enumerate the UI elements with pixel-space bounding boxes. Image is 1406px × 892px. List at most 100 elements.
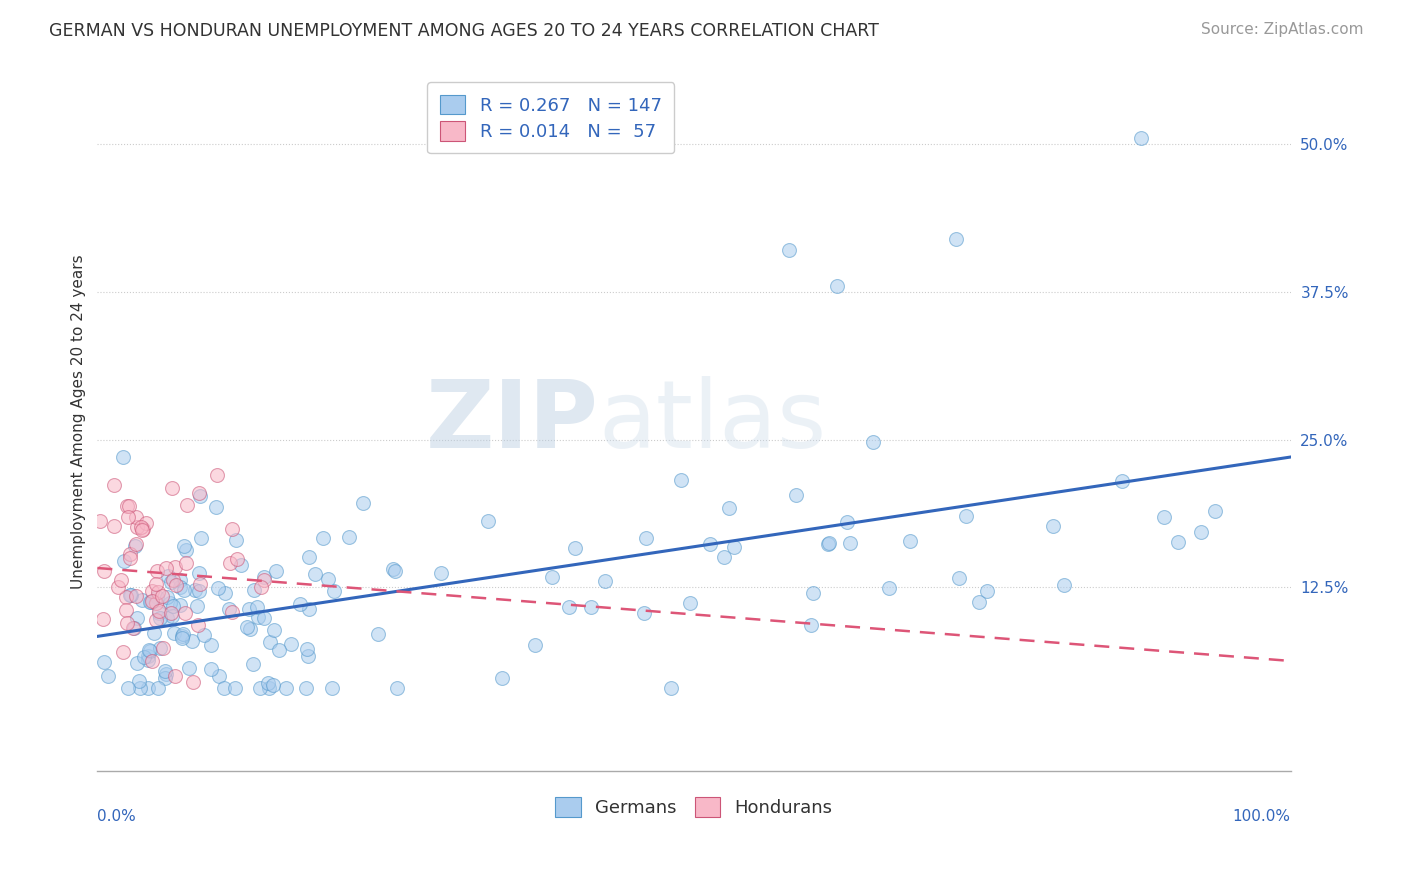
Point (118, 588, 141, 602)
Point (177, 660, 200, 674)
Point (280, 637, 302, 651)
Point (156, 611, 179, 625)
Point (1130, 131, 1153, 145)
Point (717, 501, 740, 516)
Point (249, 681, 271, 695)
Point (131, 593, 153, 607)
Point (231, 558, 253, 572)
Point (679, 596, 702, 610)
Point (150, 589, 173, 603)
Point (295, 681, 318, 695)
Point (97, 669, 120, 683)
Point (149, 611, 172, 625)
Point (224, 681, 246, 695)
Point (156, 591, 179, 605)
Point (125, 537, 148, 551)
Point (945, 231, 967, 245)
Point (172, 629, 194, 643)
Point (146, 564, 169, 578)
Text: Source: ZipAtlas.com: Source: ZipAtlas.com (1201, 22, 1364, 37)
Point (135, 516, 157, 530)
Point (121, 621, 143, 635)
Point (128, 681, 150, 695)
Point (122, 621, 145, 635)
Point (125, 611, 148, 625)
Point (163, 626, 186, 640)
Point (205, 500, 228, 514)
Point (193, 628, 215, 642)
Point (162, 573, 184, 587)
Point (184, 582, 207, 597)
Point (297, 549, 319, 564)
Point (118, 547, 141, 561)
Point (93, 655, 115, 669)
Point (384, 564, 406, 578)
Point (117, 681, 139, 695)
Point (163, 669, 186, 683)
Point (967, 595, 990, 609)
Point (173, 539, 195, 553)
Point (145, 613, 167, 627)
Text: 100.0%: 100.0% (1233, 809, 1291, 824)
Point (173, 582, 195, 597)
Point (381, 562, 404, 576)
Point (835, 516, 858, 530)
Point (163, 560, 186, 574)
Point (250, 580, 273, 594)
Text: atlas: atlas (599, 376, 827, 467)
Point (304, 566, 326, 581)
Point (146, 590, 169, 604)
Point (1053, 577, 1076, 591)
Point (186, 599, 208, 614)
Point (136, 648, 159, 663)
Point (898, 534, 921, 549)
Point (138, 643, 160, 657)
Point (541, 570, 564, 584)
Point (207, 581, 229, 595)
Point (778, 244, 800, 258)
Point (288, 598, 311, 612)
Point (136, 653, 159, 667)
Point (112, 450, 135, 465)
Point (103, 518, 125, 533)
Point (128, 674, 150, 689)
Point (253, 573, 276, 587)
Point (214, 586, 236, 600)
Point (323, 583, 346, 598)
Point (160, 608, 183, 623)
Point (115, 615, 138, 630)
Point (274, 681, 297, 695)
Point (188, 583, 211, 598)
Point (524, 638, 547, 652)
Point (169, 598, 191, 612)
Point (239, 622, 262, 636)
Point (160, 607, 183, 621)
Point (139, 595, 162, 609)
Point (948, 571, 970, 585)
Point (187, 566, 209, 581)
Point (1167, 535, 1189, 549)
Text: ZIP: ZIP (426, 376, 599, 467)
Point (298, 602, 321, 616)
Point (188, 576, 211, 591)
Point (1189, 525, 1212, 540)
Point (200, 662, 222, 676)
Point (139, 644, 162, 658)
Point (316, 572, 339, 586)
Point (267, 642, 290, 657)
Point (955, 508, 977, 523)
Point (188, 489, 211, 503)
Point (118, 499, 141, 513)
Point (817, 537, 839, 551)
Point (93, 612, 115, 626)
Point (699, 537, 721, 551)
Point (238, 602, 260, 616)
Point (862, 435, 884, 450)
Point (120, 551, 142, 566)
Point (159, 574, 181, 589)
Point (352, 496, 374, 510)
Point (159, 596, 181, 610)
Point (120, 589, 142, 603)
Point (176, 498, 198, 512)
Point (181, 675, 204, 690)
